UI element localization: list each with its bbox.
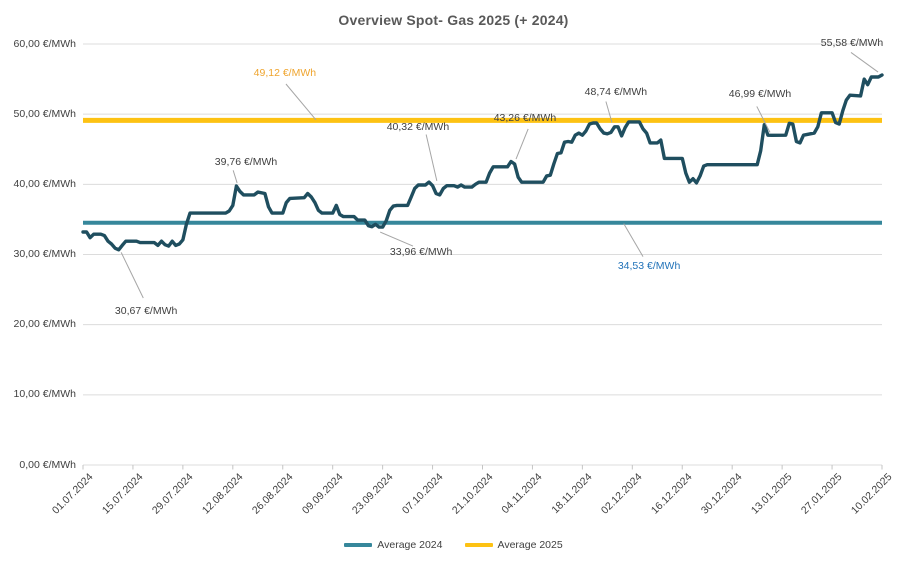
legend-swatch-average-2024 [344, 543, 373, 547]
series-line-spot-price [81, 73, 884, 252]
annotation-leader [850, 52, 879, 73]
annotation-43-26: 43,26 €/MWh [493, 111, 557, 124]
annotation-55-58: 55,58 €/MWh [820, 37, 884, 50]
annotation-33-96: 33,96 €/MWh [389, 245, 453, 258]
annotation-leader [623, 223, 644, 257]
y-axis-label: 60,00 €/MWh [13, 37, 76, 50]
y-axis-label: 40,00 €/MWh [13, 177, 76, 190]
annotation-leader [425, 134, 438, 181]
annotation-40-32: 40,32 €/MWh [386, 120, 450, 133]
annotation-leader [120, 252, 144, 299]
annotation-leader [605, 101, 613, 123]
legend-item-average-2025: Average 2025 [464, 539, 563, 551]
annotation-48-74: 48,74 €/MWh [584, 85, 648, 98]
annotation-leader [232, 170, 238, 184]
legend-label-average-2024: Average 2024 [377, 539, 443, 551]
legend-item-average-2024: Average 2024 [344, 539, 443, 551]
annotation-49-12: 49,12 €/MWh [253, 66, 317, 79]
legend-label-average-2025: Average 2025 [497, 539, 563, 551]
annotation-46-99: 46,99 €/MWh [728, 87, 792, 100]
annotation-34-53: 34,53 €/MWh [617, 260, 681, 273]
annotation-leader [756, 106, 771, 133]
chart-title: Overview Spot- Gas 2025 (+ 2024) [338, 12, 569, 28]
y-axis-label: 20,00 €/MWh [13, 318, 76, 331]
y-axis-label: 0,00 €/MWh [19, 458, 76, 471]
annotation-leader [285, 83, 317, 121]
y-axis-label: 10,00 €/MWh [13, 388, 76, 401]
annotation-leader [379, 231, 414, 247]
legend-swatch-average-2025 [464, 543, 493, 547]
legend: Average 2024 Average 2025 [0, 539, 907, 551]
annotation-leader [515, 128, 529, 160]
y-axis-label: 30,00 €/MWh [13, 248, 76, 260]
y-axis-label: 50,00 €/MWh [13, 107, 76, 120]
annotation-30-67: 30,67 €/MWh [114, 304, 178, 317]
annotation-39-76: 39,76 €/MWh [214, 155, 278, 168]
